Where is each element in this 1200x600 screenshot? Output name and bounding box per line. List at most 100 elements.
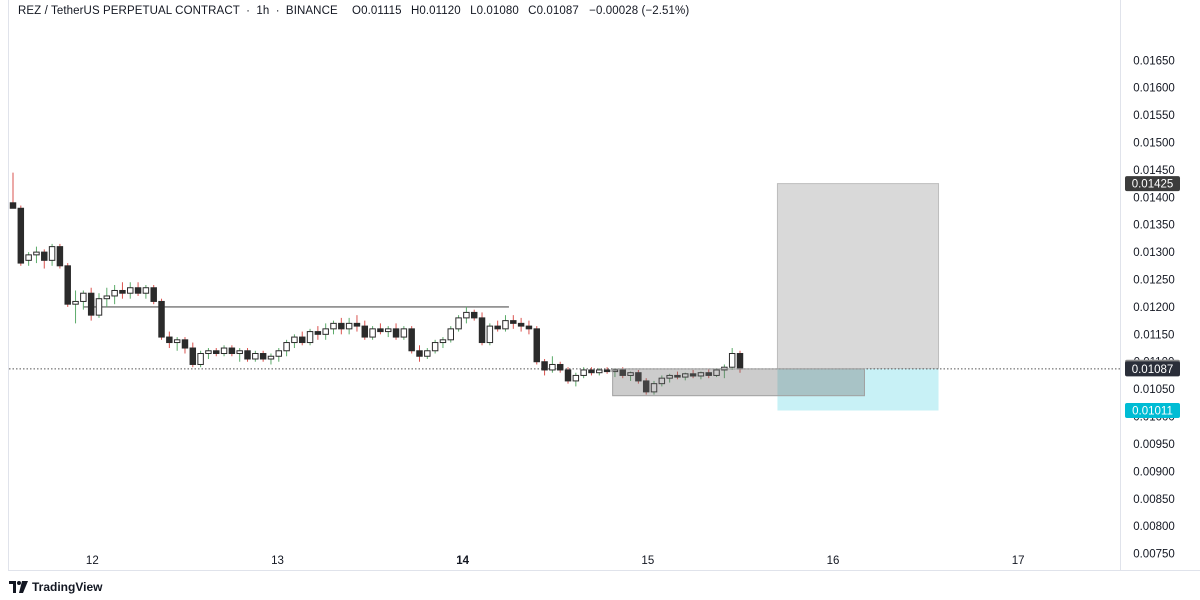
candle-body: [322, 328, 329, 335]
candle-body: [134, 287, 142, 294]
candle-body: [181, 339, 189, 349]
candle-body: [189, 347, 197, 365]
candle-body: [361, 325, 369, 338]
candle-body: [642, 380, 650, 393]
price-tag-label: 0.01425: [1132, 179, 1174, 191]
candle-body: [33, 251, 40, 256]
position-stop-zone[interactable]: [777, 368, 939, 411]
consolidation-range-box[interactable]: [612, 368, 865, 397]
candle-body: [478, 317, 486, 344]
x-tick-label: 14: [456, 555, 469, 567]
candle-body: [392, 328, 400, 338]
overlay-layer: [612, 368, 865, 397]
tradingview-logo-icon: [9, 581, 28, 593]
candle-body: [142, 287, 150, 294]
y-tick-label: 0.01050: [1133, 384, 1175, 396]
symbol-name[interactable]: REZ / TetherUS PERPETUAL CONTRACT: [18, 5, 240, 17]
price-axis[interactable]: 0.01650 0.01600 0.01550 0.01500 0.01450 0.014…: [1133, 55, 1175, 560]
drawings-layer: [9, 183, 1120, 411]
candle-body: [736, 353, 744, 370]
y-tick-label: 0.01400: [1133, 192, 1175, 204]
candle-body: [41, 251, 48, 261]
grid-layer: [8, 0, 1200, 571]
y-tick-label: 0.00950: [1133, 439, 1175, 451]
candle-body: [580, 369, 587, 376]
candle-body: [556, 363, 564, 371]
symbol-legend[interactable]: REZ / TetherUS PERPETUAL CONTRACT · 1h ·…: [18, 5, 692, 17]
candle-body: [111, 289, 118, 297]
logo-text: TradingView: [32, 580, 103, 594]
y-tick-label: 0.00850: [1133, 494, 1175, 506]
candle-body: [275, 350, 283, 357]
y-tick-label: 0.01350: [1133, 220, 1175, 232]
candle-body: [408, 328, 415, 352]
candle-body: [291, 336, 298, 344]
candle-body: [424, 350, 431, 357]
candle-body: [455, 317, 462, 330]
candle-body: [80, 292, 87, 302]
y-tick-label: 0.01200: [1133, 302, 1175, 314]
candle-body: [713, 369, 720, 376]
candle-body: [463, 311, 470, 319]
candle-body: [564, 369, 572, 382]
open-value: 0.01115: [361, 5, 402, 17]
interval-label[interactable]: 1h: [256, 5, 270, 17]
candle-body: [439, 339, 447, 344]
candle-body: [228, 347, 236, 355]
candle-body: [588, 369, 595, 374]
change-value: −0.00028 (−2.51%): [589, 5, 690, 17]
candle-body: [119, 289, 126, 294]
candle-body: [705, 372, 712, 376]
candle-body: [158, 300, 165, 338]
candle-body: [338, 322, 345, 330]
tradingview-logo[interactable]: TradingView: [9, 580, 102, 594]
candle-body: [596, 369, 603, 374]
candle-body: [314, 331, 322, 335]
candle-body: [150, 287, 157, 302]
candle-body: [666, 374, 673, 379]
candle-body: [627, 372, 634, 376]
candle-body: [658, 377, 666, 385]
time-axis[interactable]: 12 13 14 15 16 17: [86, 555, 1025, 567]
candle-body: [635, 372, 642, 382]
candle-body: [697, 372, 705, 377]
candle-body: [103, 295, 111, 300]
candle-body: [572, 374, 580, 382]
candle-body: [486, 325, 494, 344]
candle-body: [72, 300, 79, 305]
y-tick-label: 0.01150: [1134, 329, 1175, 341]
y-tick-label: 0.01650: [1133, 55, 1175, 67]
y-tick-label: 0.01300: [1133, 247, 1175, 259]
candle-body: [25, 254, 32, 261]
candle-body: [533, 328, 540, 363]
candle-body: [197, 353, 204, 365]
x-tick-label: 12: [86, 555, 99, 567]
candle-body: [48, 246, 56, 261]
candle-body: [377, 328, 384, 333]
candle-body: [682, 373, 689, 378]
candle-body: [127, 287, 134, 294]
candle-body: [447, 328, 454, 341]
candle-body: [369, 328, 376, 338]
candle-body: [384, 328, 392, 333]
candle-body: [502, 320, 509, 330]
position-target-zone[interactable]: [776, 183, 940, 370]
y-tick-label: 0.01450: [1133, 165, 1175, 177]
open-label: O: [352, 5, 362, 17]
candle-body: [525, 325, 533, 330]
candle-body: [87, 292, 95, 316]
price-tag-label: 0.01011: [1132, 406, 1173, 418]
price-tag-bg: [1125, 361, 1180, 377]
candle-body: [619, 369, 626, 376]
exchange-label: BINANCE: [285, 5, 338, 17]
candle-body: [470, 311, 478, 319]
candle-body: [510, 320, 517, 324]
low-value: 0.01080: [476, 5, 519, 17]
price-tag: 0.01011: [1125, 403, 1180, 419]
candle-body: [213, 350, 220, 355]
candle-body: [549, 363, 556, 371]
candle-body: [220, 347, 228, 355]
candle-body: [494, 325, 501, 330]
